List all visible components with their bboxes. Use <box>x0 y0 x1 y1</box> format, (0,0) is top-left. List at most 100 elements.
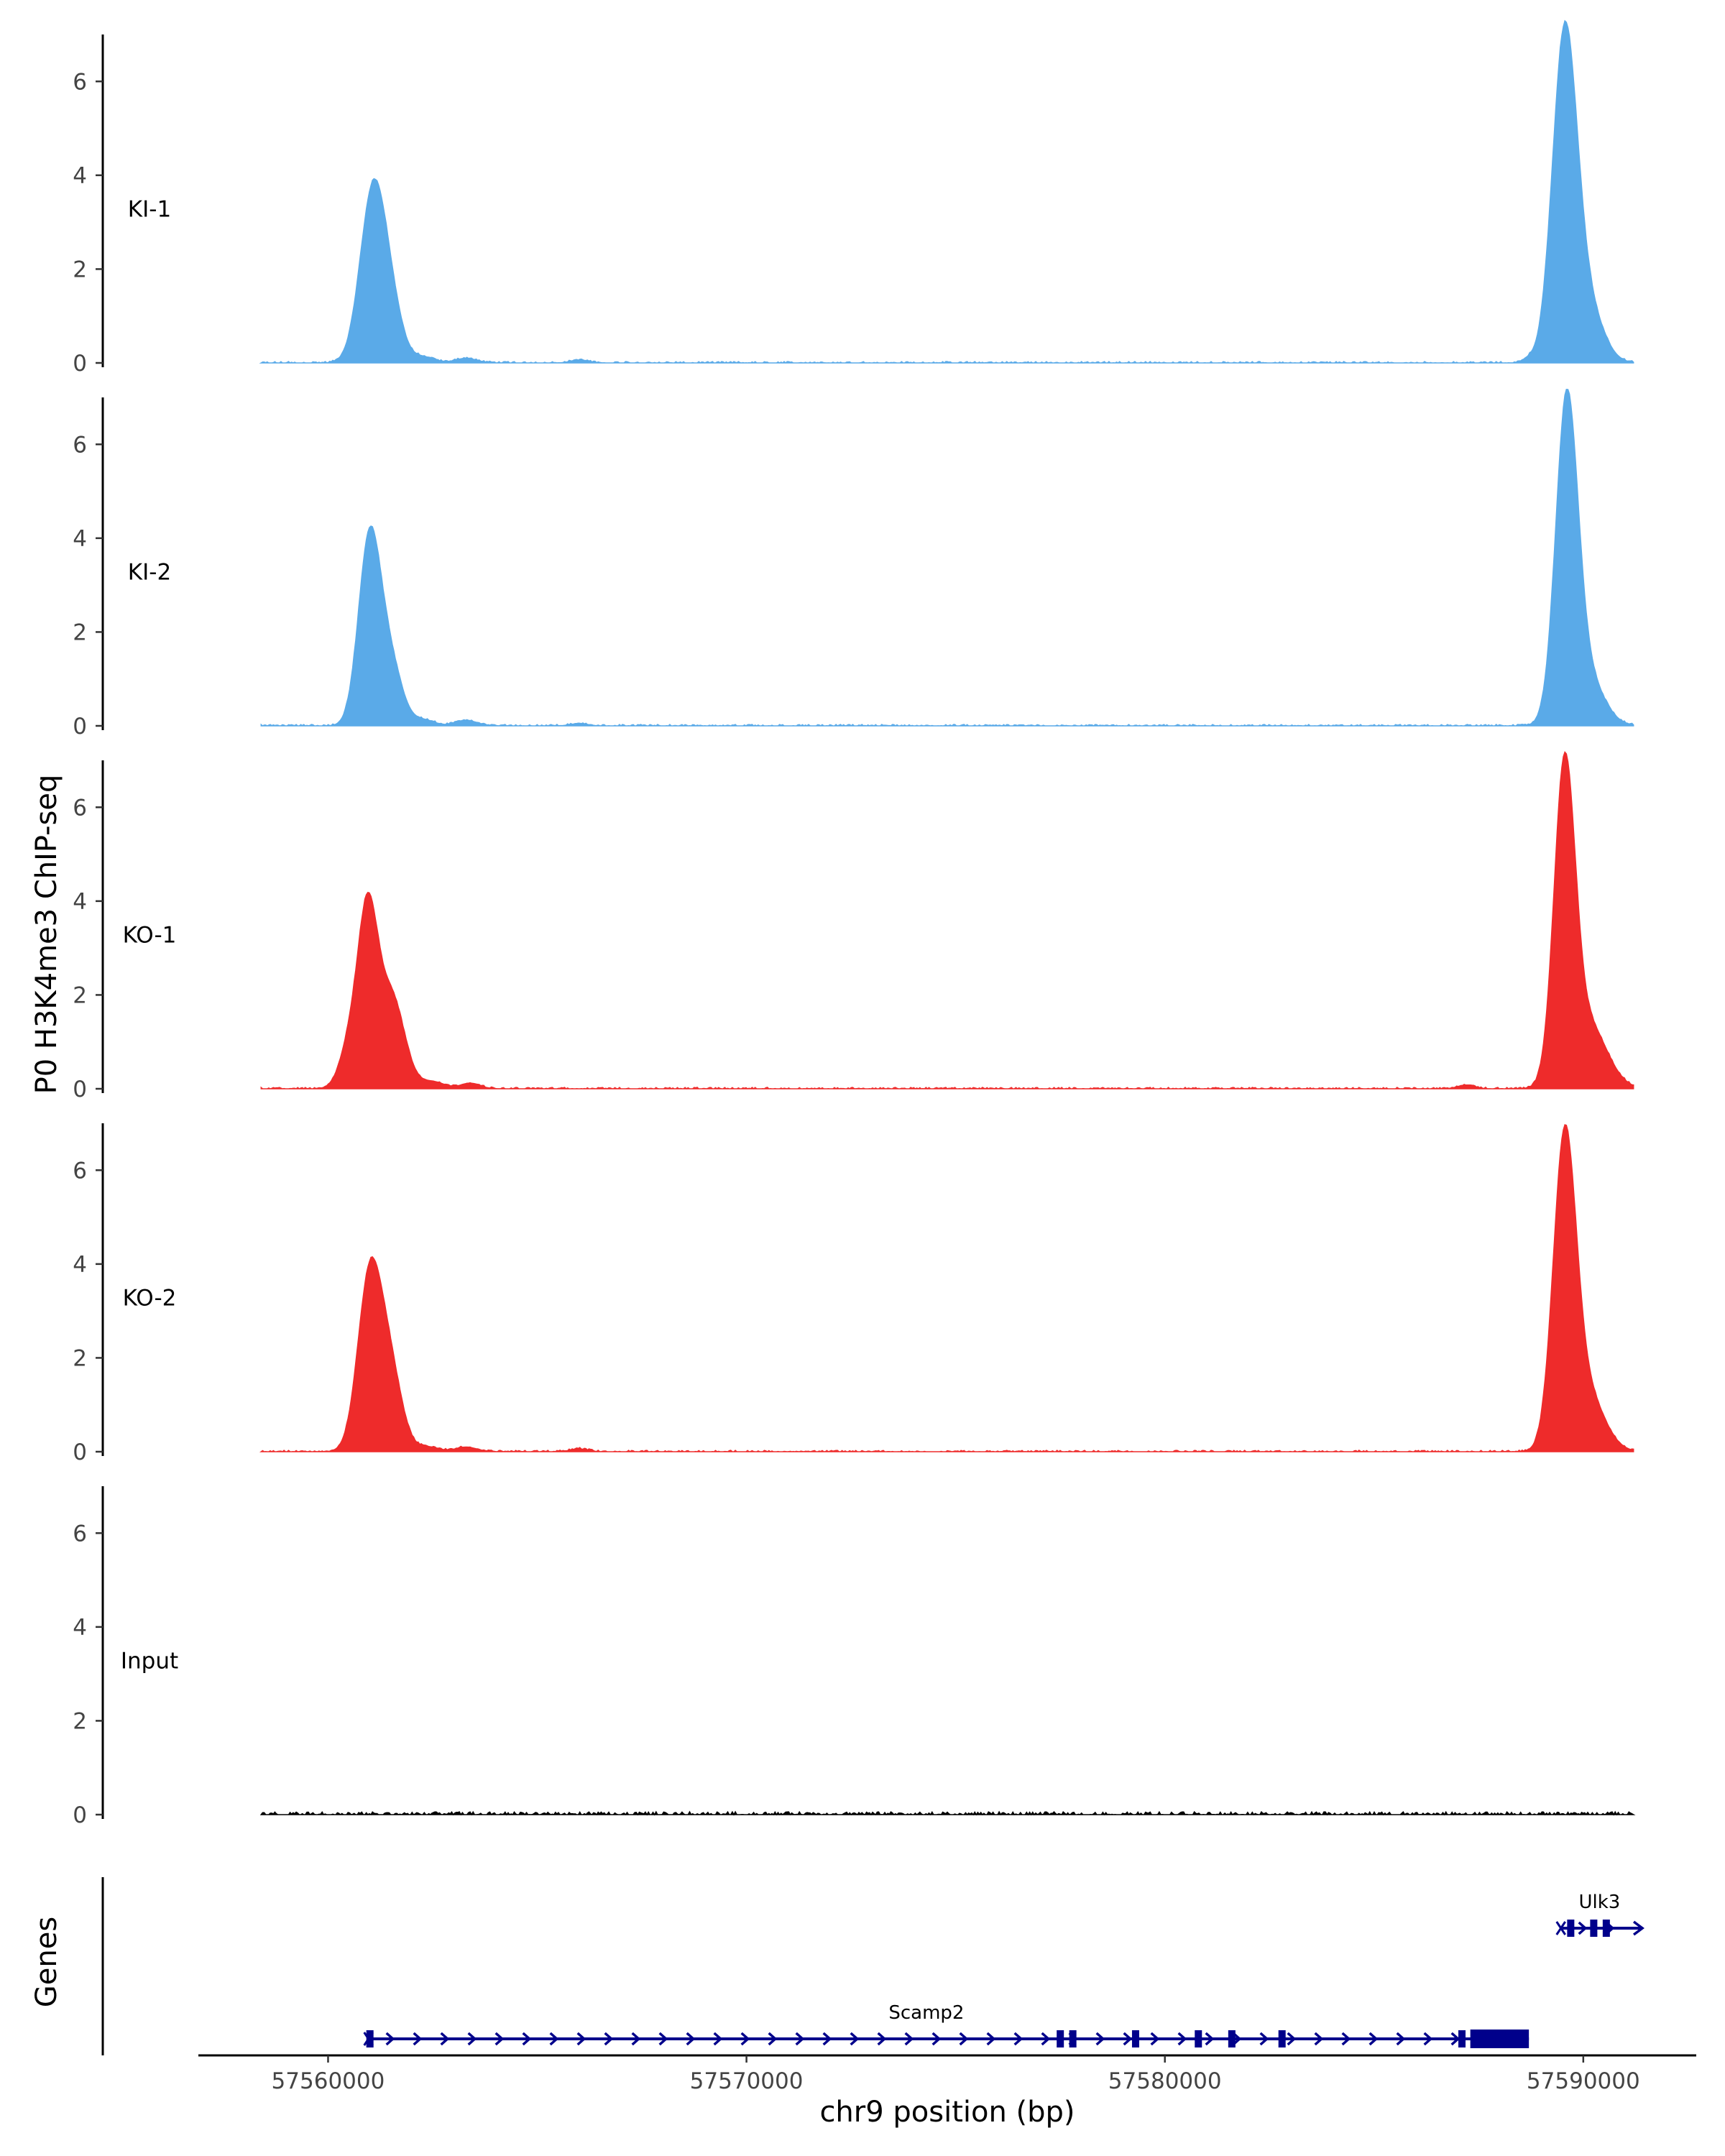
strand-arrow <box>1287 2032 1297 2046</box>
strand-arrow <box>1123 2032 1133 2046</box>
strand-arrow <box>904 2032 914 2046</box>
strand-arrow <box>1013 2032 1024 2046</box>
signal-area-ki-1 <box>259 19 1634 364</box>
strand-arrow <box>1368 2032 1379 2046</box>
exon <box>1278 2030 1286 2047</box>
strand-arrow <box>440 2032 450 2046</box>
strand-arrow <box>1396 2032 1406 2046</box>
track-label-ko-1: KO-1 <box>123 923 177 949</box>
genes-panel: Scamp2 Ulk3 <box>101 1877 1644 2055</box>
strand-arrow <box>740 2032 750 2046</box>
strand-arrow <box>658 2032 668 2046</box>
y-tick-label: 4 <box>73 163 87 189</box>
gene-start-mark <box>1555 1921 1566 1935</box>
y-tick-label: 2 <box>73 619 87 645</box>
signal-area-ko-2 <box>259 1124 1634 1452</box>
strand-arrow <box>795 2032 805 2046</box>
track-label-ki-1: KI-1 <box>128 197 171 223</box>
y-tick-label: 0 <box>73 1439 87 1465</box>
exon <box>1458 2030 1466 2047</box>
exon <box>366 2030 374 2047</box>
strand-arrow <box>1450 2032 1460 2046</box>
y-tick-label: 4 <box>73 889 87 915</box>
y-axis-title: P0 H3K4me3 ChIP-seq <box>30 775 63 1095</box>
track-label-ki-2: KI-2 <box>128 560 171 586</box>
y-tick-label: 6 <box>73 432 87 458</box>
strand-arrow <box>413 2032 423 2046</box>
strand-arrow <box>385 2032 395 2046</box>
track-input: 0 2 4 6 Input <box>73 1486 1636 1828</box>
y-tick-label: 2 <box>73 257 87 282</box>
track-ko-2: 0 2 4 6 KO-2 <box>73 1123 1634 1465</box>
y-tick-label: 2 <box>73 982 87 1008</box>
y-tick-label: 0 <box>73 351 87 377</box>
exon <box>1195 2030 1202 2047</box>
track-label-input: Input <box>121 1649 178 1674</box>
exon <box>1057 2030 1064 2047</box>
y-tick-label: 4 <box>73 526 87 552</box>
strand-arrow <box>1095 2032 1105 2046</box>
y-tick-label: 0 <box>73 714 87 740</box>
x-tick-label: 57570000 <box>690 2068 804 2094</box>
y-tick-label: 2 <box>73 1708 87 1734</box>
strand-arrow <box>959 2032 969 2046</box>
x-tick-label: 57590000 <box>1527 2068 1640 2094</box>
y-tick-label: 0 <box>73 1802 87 1828</box>
y-tick-label: 4 <box>73 1252 87 1278</box>
gene-ulk3: Ulk3 <box>1555 1892 1644 1937</box>
y-tick-label: 4 <box>73 1615 87 1641</box>
y-tick-label: 6 <box>73 69 87 95</box>
y-tick-label: 6 <box>73 795 87 821</box>
genes-axis-title: Genes <box>30 1917 63 2007</box>
strand-arrow <box>768 2032 778 2046</box>
strand-arrow <box>1177 2032 1187 2046</box>
strand-arrow <box>1423 2032 1433 2046</box>
track-ki-2: 0 2 4 6 KI-2 <box>73 388 1634 740</box>
strand-arrow <box>467 2032 477 2046</box>
strand-arrow <box>494 2032 505 2046</box>
y-tick-label: 6 <box>73 1158 87 1184</box>
strand-arrow <box>822 2032 832 2046</box>
strand-arrow <box>1632 1920 1644 1936</box>
strand-arrow <box>1205 2032 1215 2046</box>
gene-scamp2: Scamp2 <box>363 2002 1530 2048</box>
exon <box>1567 1920 1575 1937</box>
strand-arrow <box>877 2032 887 2046</box>
y-tick-label: 0 <box>73 1077 87 1102</box>
track-ko-1: 0 2 4 6 KO-1 <box>73 750 1634 1102</box>
exon <box>1131 2030 1139 2047</box>
gene-label: Ulk3 <box>1578 1892 1620 1913</box>
x-tick-label: 57580000 <box>1108 2068 1222 2094</box>
track-label-ko-2: KO-2 <box>123 1286 177 1312</box>
exon <box>1228 2030 1236 2047</box>
strand-arrow <box>1341 2032 1351 2046</box>
gene-label: Scamp2 <box>888 2002 964 2024</box>
track-ki-1: 0 2 4 6 KI-1 <box>73 19 1634 377</box>
y-tick-label: 6 <box>73 1521 87 1547</box>
strand-arrow <box>576 2032 586 2046</box>
chip-seq-tracks: 0 2 4 6 KI-1 0 2 4 6 KI-2 0 2 4 6 KO-1 0 2 4 6 KO-2 0 2 4 6 Inpu… <box>73 19 1636 1828</box>
signal-area-input <box>259 1810 1636 1816</box>
signal-area-ko-1 <box>260 750 1634 1089</box>
strand-arrow <box>850 2032 860 2046</box>
exon <box>1590 1920 1598 1937</box>
x-tick-label: 57560000 <box>272 2068 385 2094</box>
strand-arrow <box>1314 2032 1324 2046</box>
exon <box>1069 2030 1077 2047</box>
strand-arrow <box>549 2032 559 2046</box>
strand-arrow <box>713 2032 723 2046</box>
x-axis: 57560000 57570000 57580000 57590000 <box>198 2054 1696 2094</box>
strand-arrow <box>1259 2032 1269 2046</box>
strand-arrow <box>1578 1921 1588 1935</box>
strand-arrow <box>522 2032 532 2046</box>
strand-arrow <box>932 2032 942 2046</box>
strand-arrow <box>1041 2032 1051 2046</box>
exon <box>1602 1920 1610 1937</box>
exon-block <box>1470 2030 1530 2048</box>
strand-arrow <box>604 2032 614 2046</box>
strand-arrow <box>986 2032 996 2046</box>
strand-arrow <box>631 2032 641 2046</box>
y-tick-label: 2 <box>73 1345 87 1371</box>
strand-arrow <box>686 2032 696 2046</box>
